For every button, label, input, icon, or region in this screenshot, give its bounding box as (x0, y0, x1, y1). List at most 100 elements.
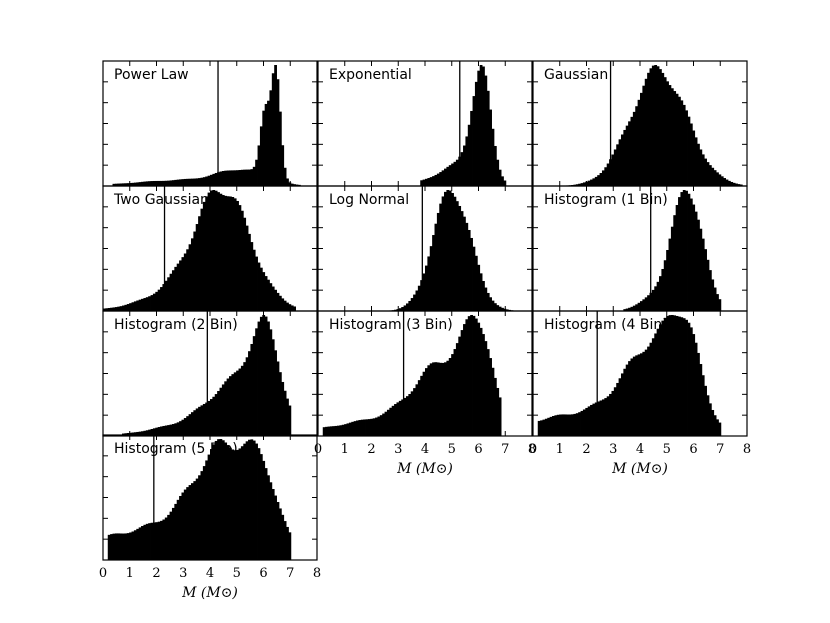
histogram-bar (238, 205, 242, 311)
histogram-bar (286, 302, 289, 311)
histogram-bar (623, 368, 627, 436)
histogram-bar (293, 306, 296, 311)
histogram-bar (434, 174, 438, 186)
histogram-bar (245, 357, 249, 436)
histogram-bar (114, 307, 118, 311)
histogram-bar (200, 405, 204, 436)
histogram-bar (195, 224, 199, 311)
histogram-bar (248, 233, 251, 311)
histogram-bar (181, 492, 185, 560)
histogram-bar (651, 338, 655, 436)
histogram-bar (718, 422, 722, 436)
histogram-bar (651, 289, 655, 311)
histogram-bar (727, 180, 731, 186)
histogram-bar (250, 169, 254, 186)
histogram-bar (420, 180, 424, 186)
histogram-bar (269, 90, 273, 186)
histogram-bar (434, 362, 438, 436)
histogram-bar (472, 315, 476, 436)
histogram-bar (231, 449, 235, 560)
histogram-bar (420, 375, 424, 436)
histogram-bar (675, 93, 679, 186)
histogram-bar (210, 190, 213, 311)
histogram-bar (625, 125, 629, 186)
panel-title: Histogram (3 Bin) (329, 317, 453, 333)
histogram-bar (453, 196, 457, 311)
histogram-bar (122, 305, 125, 311)
histogram-bar (482, 281, 485, 311)
histogram-bar (706, 395, 710, 436)
histogram-bar (327, 426, 331, 436)
histogram-bar (150, 522, 154, 560)
histogram-bar (190, 412, 194, 436)
histogram-bar (283, 300, 287, 311)
histogram-bar (188, 244, 192, 311)
histogram-bar (281, 145, 285, 186)
histogram-bar (114, 183, 118, 186)
histogram-bar (214, 190, 218, 311)
histogram-bar (245, 225, 249, 311)
histogram-bar (590, 404, 593, 436)
histogram-bar (264, 103, 268, 186)
histogram-bar (403, 305, 407, 311)
histogram-bar (262, 460, 266, 560)
histogram-bar (278, 508, 282, 560)
histogram-bar (271, 489, 275, 560)
histogram-bar (160, 180, 163, 186)
histogram-bar (157, 427, 161, 436)
x-tick-label: 5 (448, 442, 456, 457)
histogram-bar (489, 109, 492, 186)
x-tick-label: 5 (663, 442, 671, 457)
histogram-bar (394, 309, 397, 311)
panel-histogram-1-bin: Histogram (1 Bin) (532, 185, 748, 312)
histogram-bar (663, 317, 667, 436)
histogram-bar (281, 298, 285, 311)
histogram-bar (181, 257, 185, 311)
histogram-bar (486, 90, 490, 186)
histogram-bar (193, 231, 197, 311)
histogram-bar (391, 405, 395, 436)
histogram-bar (148, 296, 151, 311)
histogram-bar (119, 183, 123, 186)
histogram-bar (649, 68, 653, 186)
histogram-bar (110, 534, 113, 560)
histogram-bar (439, 203, 443, 311)
histogram-bar (143, 181, 147, 186)
histogram-bar (286, 178, 289, 186)
histogram-bar (148, 523, 151, 560)
histogram-bar (219, 439, 223, 560)
histogram-bar (682, 104, 686, 186)
histogram-bar (601, 170, 605, 186)
histogram-bar (264, 468, 268, 560)
histogram-bar (250, 343, 254, 436)
histogram-bar (176, 422, 180, 436)
histogram-bar (353, 421, 357, 436)
histogram-bar (644, 297, 648, 311)
histogram-bar (467, 316, 471, 436)
histogram-bar (171, 507, 175, 560)
histogram-bar (642, 299, 646, 311)
x-tick-label: 7 (286, 566, 294, 581)
histogram-bar (701, 154, 705, 186)
histogram-bar (606, 163, 610, 186)
histogram-bar (640, 92, 643, 186)
histogram-bar (271, 339, 275, 436)
histogram-bar (219, 193, 223, 311)
histogram-bar (699, 149, 703, 186)
histogram-bar (219, 171, 223, 186)
histogram-bar (179, 495, 182, 560)
histogram-bar (152, 293, 156, 311)
panel-title: Exponential (329, 67, 412, 83)
histogram-bar (405, 303, 409, 311)
histogram-bar (496, 387, 500, 436)
histogram-bar (174, 423, 178, 436)
histogram-bar (221, 195, 225, 311)
histogram-bar (276, 502, 280, 560)
histogram-bar (377, 416, 381, 436)
x-tick-label: 5 (233, 566, 241, 581)
histogram-bar (613, 149, 617, 186)
histogram-bar (286, 398, 289, 436)
histogram-bar (274, 289, 277, 311)
histogram-bar (240, 169, 244, 186)
